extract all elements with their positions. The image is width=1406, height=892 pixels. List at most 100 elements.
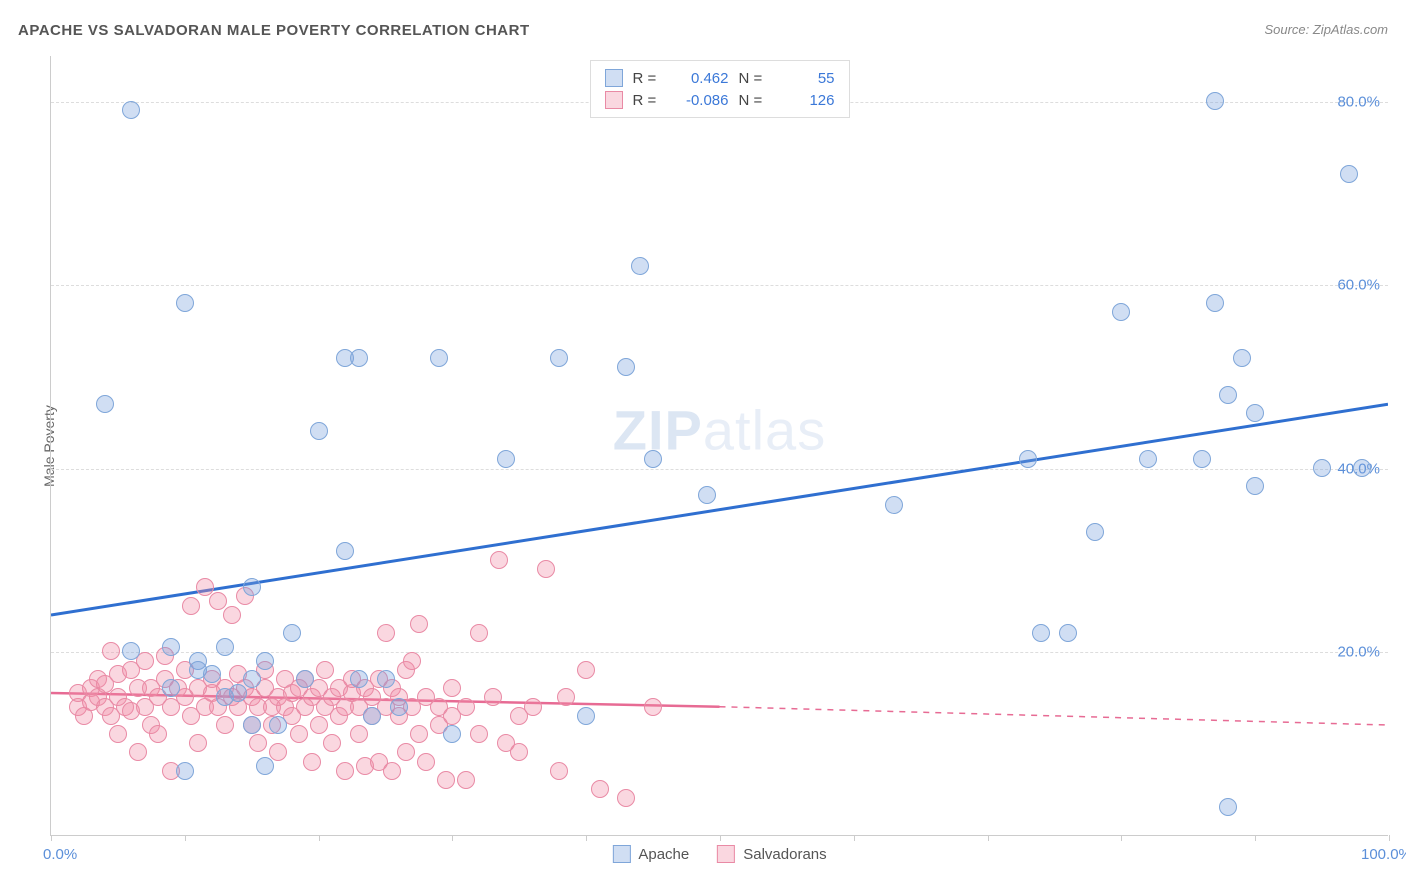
scatter-point-salvadorans: [249, 734, 267, 752]
scatter-point-salvadorans: [403, 652, 421, 670]
scatter-point-salvadorans: [383, 762, 401, 780]
scatter-point-salvadorans: [336, 762, 354, 780]
legend-R-apache: 0.462: [669, 70, 729, 87]
scatter-point-salvadorans: [490, 551, 508, 569]
scatter-point-apache: [229, 684, 247, 702]
scatter-point-salvadorans: [410, 615, 428, 633]
scatter-point-apache: [96, 395, 114, 413]
y-tick-label: 80.0%: [1337, 93, 1380, 110]
scatter-point-salvadorans: [323, 734, 341, 752]
legend-label-apache: Apache: [638, 846, 689, 863]
scatter-point-apache: [1246, 404, 1264, 422]
scatter-point-salvadorans: [102, 642, 120, 660]
scatter-point-apache: [1032, 624, 1050, 642]
scatter-point-salvadorans: [510, 743, 528, 761]
scatter-point-salvadorans: [470, 725, 488, 743]
scatter-point-apache: [1219, 386, 1237, 404]
scatter-point-salvadorans: [223, 606, 241, 624]
legend-swatch-salvadorans: [605, 91, 623, 109]
scatter-point-apache: [1086, 523, 1104, 541]
source-attribution: Source: ZipAtlas.com: [1264, 22, 1388, 37]
scatter-point-apache: [243, 716, 261, 734]
scatter-point-apache: [1206, 92, 1224, 110]
scatter-point-apache: [216, 638, 234, 656]
scatter-point-apache: [122, 101, 140, 119]
scatter-point-apache: [1313, 459, 1331, 477]
trend-line-salvadorans-dashed: [720, 707, 1389, 725]
scatter-point-apache: [310, 422, 328, 440]
scatter-point-salvadorans: [437, 771, 455, 789]
scatter-point-apache: [269, 716, 287, 734]
gridline: [51, 469, 1388, 470]
x-tick: [586, 835, 587, 841]
scatter-point-salvadorans: [182, 597, 200, 615]
legend-series: Apache Salvadorans: [612, 845, 826, 863]
scatter-point-salvadorans: [316, 661, 334, 679]
legend-N-label: N =: [739, 70, 765, 87]
scatter-point-salvadorans: [216, 716, 234, 734]
legend-R-salvadorans: -0.086: [669, 92, 729, 109]
scatter-point-apache: [1139, 450, 1157, 468]
x-tick: [720, 835, 721, 841]
legend-swatch-salvadorans: [717, 845, 735, 863]
scatter-point-apache: [1019, 450, 1037, 468]
scatter-point-salvadorans: [617, 789, 635, 807]
x-tick: [1255, 835, 1256, 841]
scatter-point-apache: [363, 707, 381, 725]
y-tick-label: 60.0%: [1337, 277, 1380, 294]
scatter-point-salvadorans: [350, 725, 368, 743]
scatter-point-salvadorans: [550, 762, 568, 780]
scatter-point-salvadorans: [149, 725, 167, 743]
x-tick: [452, 835, 453, 841]
scatter-point-apache: [617, 358, 635, 376]
scatter-point-apache: [885, 496, 903, 514]
scatter-point-apache: [644, 450, 662, 468]
scatter-point-salvadorans: [591, 780, 609, 798]
legend-swatch-apache: [612, 845, 630, 863]
scatter-point-salvadorans: [269, 743, 287, 761]
scatter-point-salvadorans: [557, 688, 575, 706]
scatter-point-apache: [1193, 450, 1211, 468]
scatter-point-apache: [1112, 303, 1130, 321]
legend-label-salvadorans: Salvadorans: [743, 846, 826, 863]
scatter-point-salvadorans: [129, 743, 147, 761]
x-tick: [854, 835, 855, 841]
scatter-point-apache: [377, 670, 395, 688]
scatter-point-salvadorans: [524, 698, 542, 716]
scatter-point-salvadorans: [109, 725, 127, 743]
x-tick: [319, 835, 320, 841]
scatter-point-apache: [336, 542, 354, 560]
scatter-point-apache: [162, 679, 180, 697]
scatter-point-apache: [256, 652, 274, 670]
x-tick: [51, 835, 52, 841]
scatter-point-apache: [497, 450, 515, 468]
legend-item-salvadorans: Salvadorans: [717, 845, 826, 863]
scatter-point-apache: [350, 349, 368, 367]
x-tick-label: 100.0%: [1361, 846, 1406, 863]
scatter-point-apache: [1233, 349, 1251, 367]
legend-swatch-apache: [605, 69, 623, 87]
scatter-point-apache: [1340, 165, 1358, 183]
scatter-point-apache: [203, 665, 221, 683]
legend-stats-row-apache: R = 0.462 N = 55: [605, 67, 835, 89]
scatter-point-salvadorans: [290, 725, 308, 743]
scatter-point-apache: [176, 762, 194, 780]
scatter-point-salvadorans: [417, 753, 435, 771]
scatter-point-apache: [631, 257, 649, 275]
scatter-point-salvadorans: [577, 661, 595, 679]
x-tick: [185, 835, 186, 841]
scatter-point-apache: [577, 707, 595, 725]
scatter-point-apache: [243, 670, 261, 688]
scatter-point-apache: [550, 349, 568, 367]
legend-N-apache: 55: [775, 70, 835, 87]
scatter-point-salvadorans: [397, 743, 415, 761]
scatter-point-salvadorans: [443, 679, 461, 697]
watermark-light: atlas: [703, 398, 826, 461]
scatter-point-apache: [296, 670, 314, 688]
scatter-point-apache: [1059, 624, 1077, 642]
legend-N-label: N =: [739, 92, 765, 109]
x-tick-label: 0.0%: [43, 846, 77, 863]
scatter-point-apache: [1353, 459, 1371, 477]
scatter-point-salvadorans: [457, 698, 475, 716]
scatter-point-apache: [443, 725, 461, 743]
